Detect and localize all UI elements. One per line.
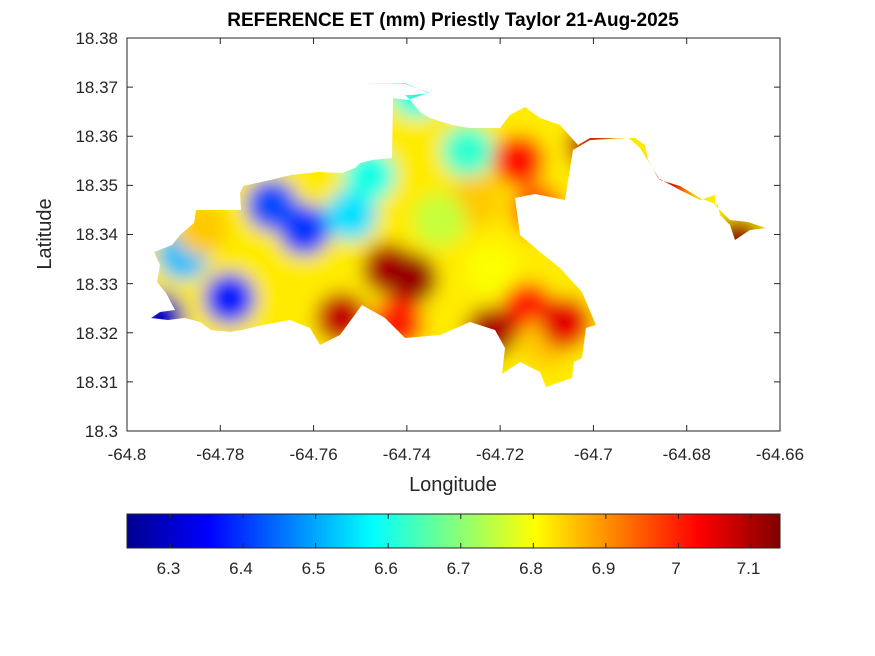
et-sample-point [203,272,256,325]
x-tick-label: -64.8 [108,445,147,464]
y-tick-label: 18.33 [75,275,118,294]
colorbar-tick-label: 6.9 [592,559,616,578]
x-tick-label: -64.7 [574,445,613,464]
y-tick-label: 18.36 [75,127,118,146]
colorbar-tick-marks [170,514,752,548]
x-axis-label: Longitude [409,474,497,496]
et-sample-point [413,193,466,246]
et-sample-point [385,252,438,305]
colorbar-tick-label: 6.6 [374,559,398,578]
et-sample-point [539,296,592,349]
y-tick-marks [127,37,780,432]
x-tick-label: -64.68 [663,445,711,464]
y-tick-label: 18.31 [75,373,118,392]
x-tick-label: -64.74 [383,445,431,464]
x-tick-label: -64.78 [196,445,244,464]
x-tick-labels: -64.8 -64.78 -64.76 -64.74 -64.72 -64.7 … [108,445,804,464]
y-tick-label: 18.37 [75,78,118,97]
x-tick-label: -64.76 [289,445,337,464]
colorbar-tick-label: 6.5 [302,559,326,578]
x-tick-marks [126,38,781,431]
y-tick-labels: 18.3 18.31 18.32 18.33 18.34 18.35 18.36… [75,29,118,441]
et-sample-point [324,188,377,241]
et-sample-point [245,179,298,231]
colorbar-tick-label: 7 [671,559,680,578]
x-tick-label: -64.72 [476,445,524,464]
y-tick-label: 18.34 [75,225,118,244]
chart-title: REFERENCE ET (mm) Priestly Taylor 21-Aug… [227,10,679,31]
et-sample-point [492,134,545,187]
y-tick-label: 18.3 [85,422,118,441]
y-axis-label: Latitude [34,198,56,269]
colorbar-tick-label: 7.1 [737,559,761,578]
colorbar-tick-label: 6.3 [157,559,181,578]
colorbar-tick-label: 6.8 [519,559,543,578]
y-tick-label: 18.32 [75,324,118,343]
colorbar-tick-labels: 6.3 6.4 6.5 6.6 6.7 6.8 6.9 7 7.1 [157,559,761,578]
colorbar-tick-label: 6.7 [447,559,471,578]
et-sample-point [464,242,517,295]
y-tick-label: 18.35 [75,176,118,195]
colorbar [126,513,781,549]
colorbar-tick-label: 6.4 [229,559,253,578]
y-tick-label: 18.38 [75,29,118,48]
x-tick-label: -64.66 [756,445,804,464]
et-sample-point [441,125,494,177]
